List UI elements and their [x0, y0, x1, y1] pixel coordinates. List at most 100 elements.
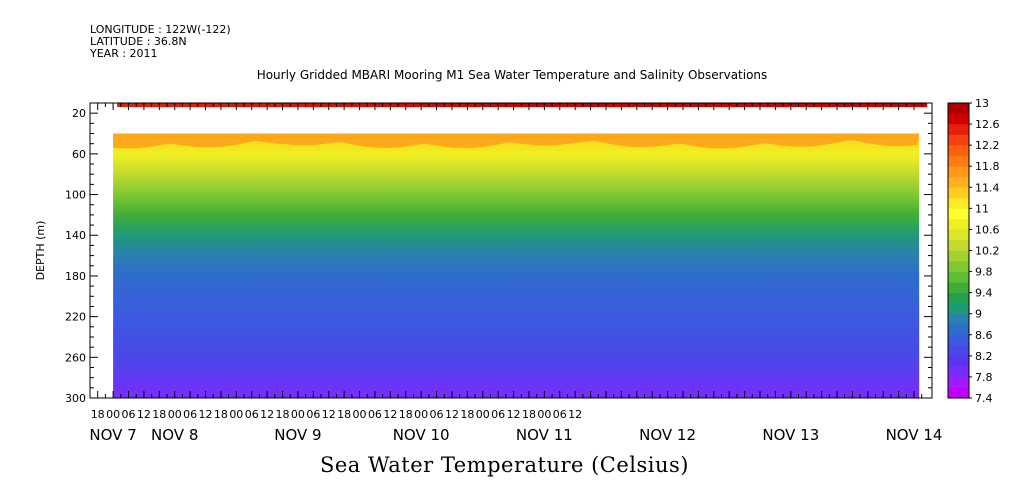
x-hour-label: 18 [399, 408, 413, 421]
x-day-label: NOV 9 [274, 426, 321, 444]
colorbar-swatch [948, 229, 969, 241]
x-hour-label: 06 [553, 408, 567, 421]
colorbar-label: 8.6 [975, 329, 993, 342]
colorbar-label: 10.2 [975, 245, 1000, 258]
colorbar-swatch [948, 303, 969, 315]
y-tick-label: 100 [65, 189, 86, 202]
colorbar-swatch [948, 355, 969, 367]
x-hour-label: 18 [276, 408, 290, 421]
y-axis-title: DEPTH (m) [34, 221, 47, 281]
colorbar-swatch [948, 313, 969, 325]
y-tick-label: 220 [65, 311, 86, 324]
x-hour-label: 18 [522, 408, 536, 421]
colorbar-swatch [948, 250, 969, 262]
x-hour-label: 12 [383, 408, 397, 421]
colorbar-swatch [948, 176, 969, 188]
y-tick-label: 180 [65, 270, 86, 283]
colorbar-swatch [948, 166, 969, 178]
y-tick-label: 300 [65, 392, 86, 405]
colorbar-label: 7.8 [975, 371, 993, 384]
x-hour-label: 12 [445, 408, 459, 421]
colorbar-swatch [948, 155, 969, 167]
x-axis-title: Sea Water Temperature (Celsius) [319, 453, 689, 477]
colorbar-label: 8.2 [975, 350, 993, 363]
warm-fringe [113, 133, 920, 149]
colorbar-swatch [948, 271, 969, 283]
y-axis: 20 60 100 140 180 220 260 300 DEPTH (m) [34, 102, 932, 405]
colorbar-swatch [948, 103, 969, 114]
colorbar-label: 9.8 [975, 266, 993, 279]
water-column-field [113, 133, 920, 398]
x-hour-label: 06 [245, 408, 259, 421]
colorbar-swatch [948, 366, 969, 378]
colorbar-swatch [948, 334, 969, 346]
x-hour-label: 12 [137, 408, 151, 421]
x-day-label: NOV 8 [151, 426, 198, 444]
x-hour-label: 06 [122, 408, 136, 421]
x-hour-label: 12 [507, 408, 521, 421]
x-hour-label: 00 [229, 408, 243, 421]
colorbar-swatch [948, 376, 969, 388]
colorbar-swatch [948, 282, 969, 293]
plot-area [89, 102, 933, 399]
colorbar-swatch [948, 218, 969, 230]
colorbar-swatch [948, 134, 969, 146]
colorbar-swatch [948, 208, 969, 220]
colorbar-swatch [948, 292, 969, 304]
y-tick-label: 260 [65, 351, 86, 364]
colorbar-label: 13 [975, 97, 989, 110]
x-day-label: NOV 13 [762, 426, 819, 444]
x-hour-label: 00 [537, 408, 551, 421]
colorbar-swatch [948, 145, 969, 156]
x-hour-label: 18 [91, 408, 105, 421]
colorbar-label: 11.8 [975, 160, 1000, 173]
colorbar-label: 11 [975, 202, 989, 215]
colorbar-swatch [948, 239, 969, 251]
x-hour-label: 12 [199, 408, 213, 421]
year-label: YEAR : 2011 [90, 47, 158, 60]
x-hour-label: 06 [368, 408, 382, 421]
x-hour-label: 06 [306, 408, 320, 421]
colorbar-label: 9 [975, 308, 982, 321]
x-day-label: NOV 14 [886, 426, 943, 444]
colorbar-swatch [948, 387, 969, 399]
colorbar-swatch [948, 261, 969, 272]
x-hour-label: 18 [214, 408, 228, 421]
x-hour-label: 06 [491, 408, 505, 421]
colorbar-swatch [948, 187, 969, 199]
x-hour-label: 00 [106, 408, 120, 421]
colorbar-swatch [948, 197, 969, 209]
chart-title: Hourly Gridded MBARI Mooring M1 Sea Wate… [256, 68, 768, 82]
x-hour-label: 12 [322, 408, 336, 421]
x-hour-label: 00 [291, 408, 305, 421]
x-hour-label: 06 [430, 408, 444, 421]
x-day-label: NOV 10 [393, 426, 450, 444]
colorbar-label: 10.6 [975, 223, 1000, 236]
x-hour-label: 18 [337, 408, 351, 421]
x-day-label: NOV 11 [516, 426, 573, 444]
x-hour-label: 00 [476, 408, 490, 421]
y-tick-label: 140 [65, 229, 86, 242]
colorbar-swatch [948, 113, 969, 125]
longitude-label: LONGITUDE : 122W(-122) [90, 23, 231, 36]
y-tick-label: 20 [72, 107, 86, 120]
colorbar-label: 7.4 [975, 392, 993, 405]
latitude-label: LATITUDE : 36.8N [90, 35, 187, 48]
x-day-label: NOV 12 [639, 426, 696, 444]
x-day-label: NOV 7 [89, 426, 136, 444]
colorbar-label: 12.6 [975, 118, 1000, 131]
colorbar-swatch [948, 324, 969, 336]
x-hour-label: 18 [152, 408, 166, 421]
x-hour-label: 12 [568, 408, 582, 421]
x-hour-label: 12 [260, 408, 274, 421]
colorbar-swatch [948, 124, 969, 135]
x-hour-label: 00 [168, 408, 182, 421]
colorbar-label: 9.4 [975, 287, 993, 300]
plot-frame [89, 102, 933, 399]
colorbar-label: 12.2 [975, 139, 1000, 152]
x-hour-label: 00 [414, 408, 428, 421]
colorbar: 7.4 7.8 8.2 8.6 9 9.4 9.8 10.2 10.6 11 11.4 11.8 12.… [947, 97, 1000, 405]
y-tick-label: 60 [72, 148, 86, 161]
surface-temperature-band [117, 103, 928, 108]
x-hour-label: 06 [183, 408, 197, 421]
